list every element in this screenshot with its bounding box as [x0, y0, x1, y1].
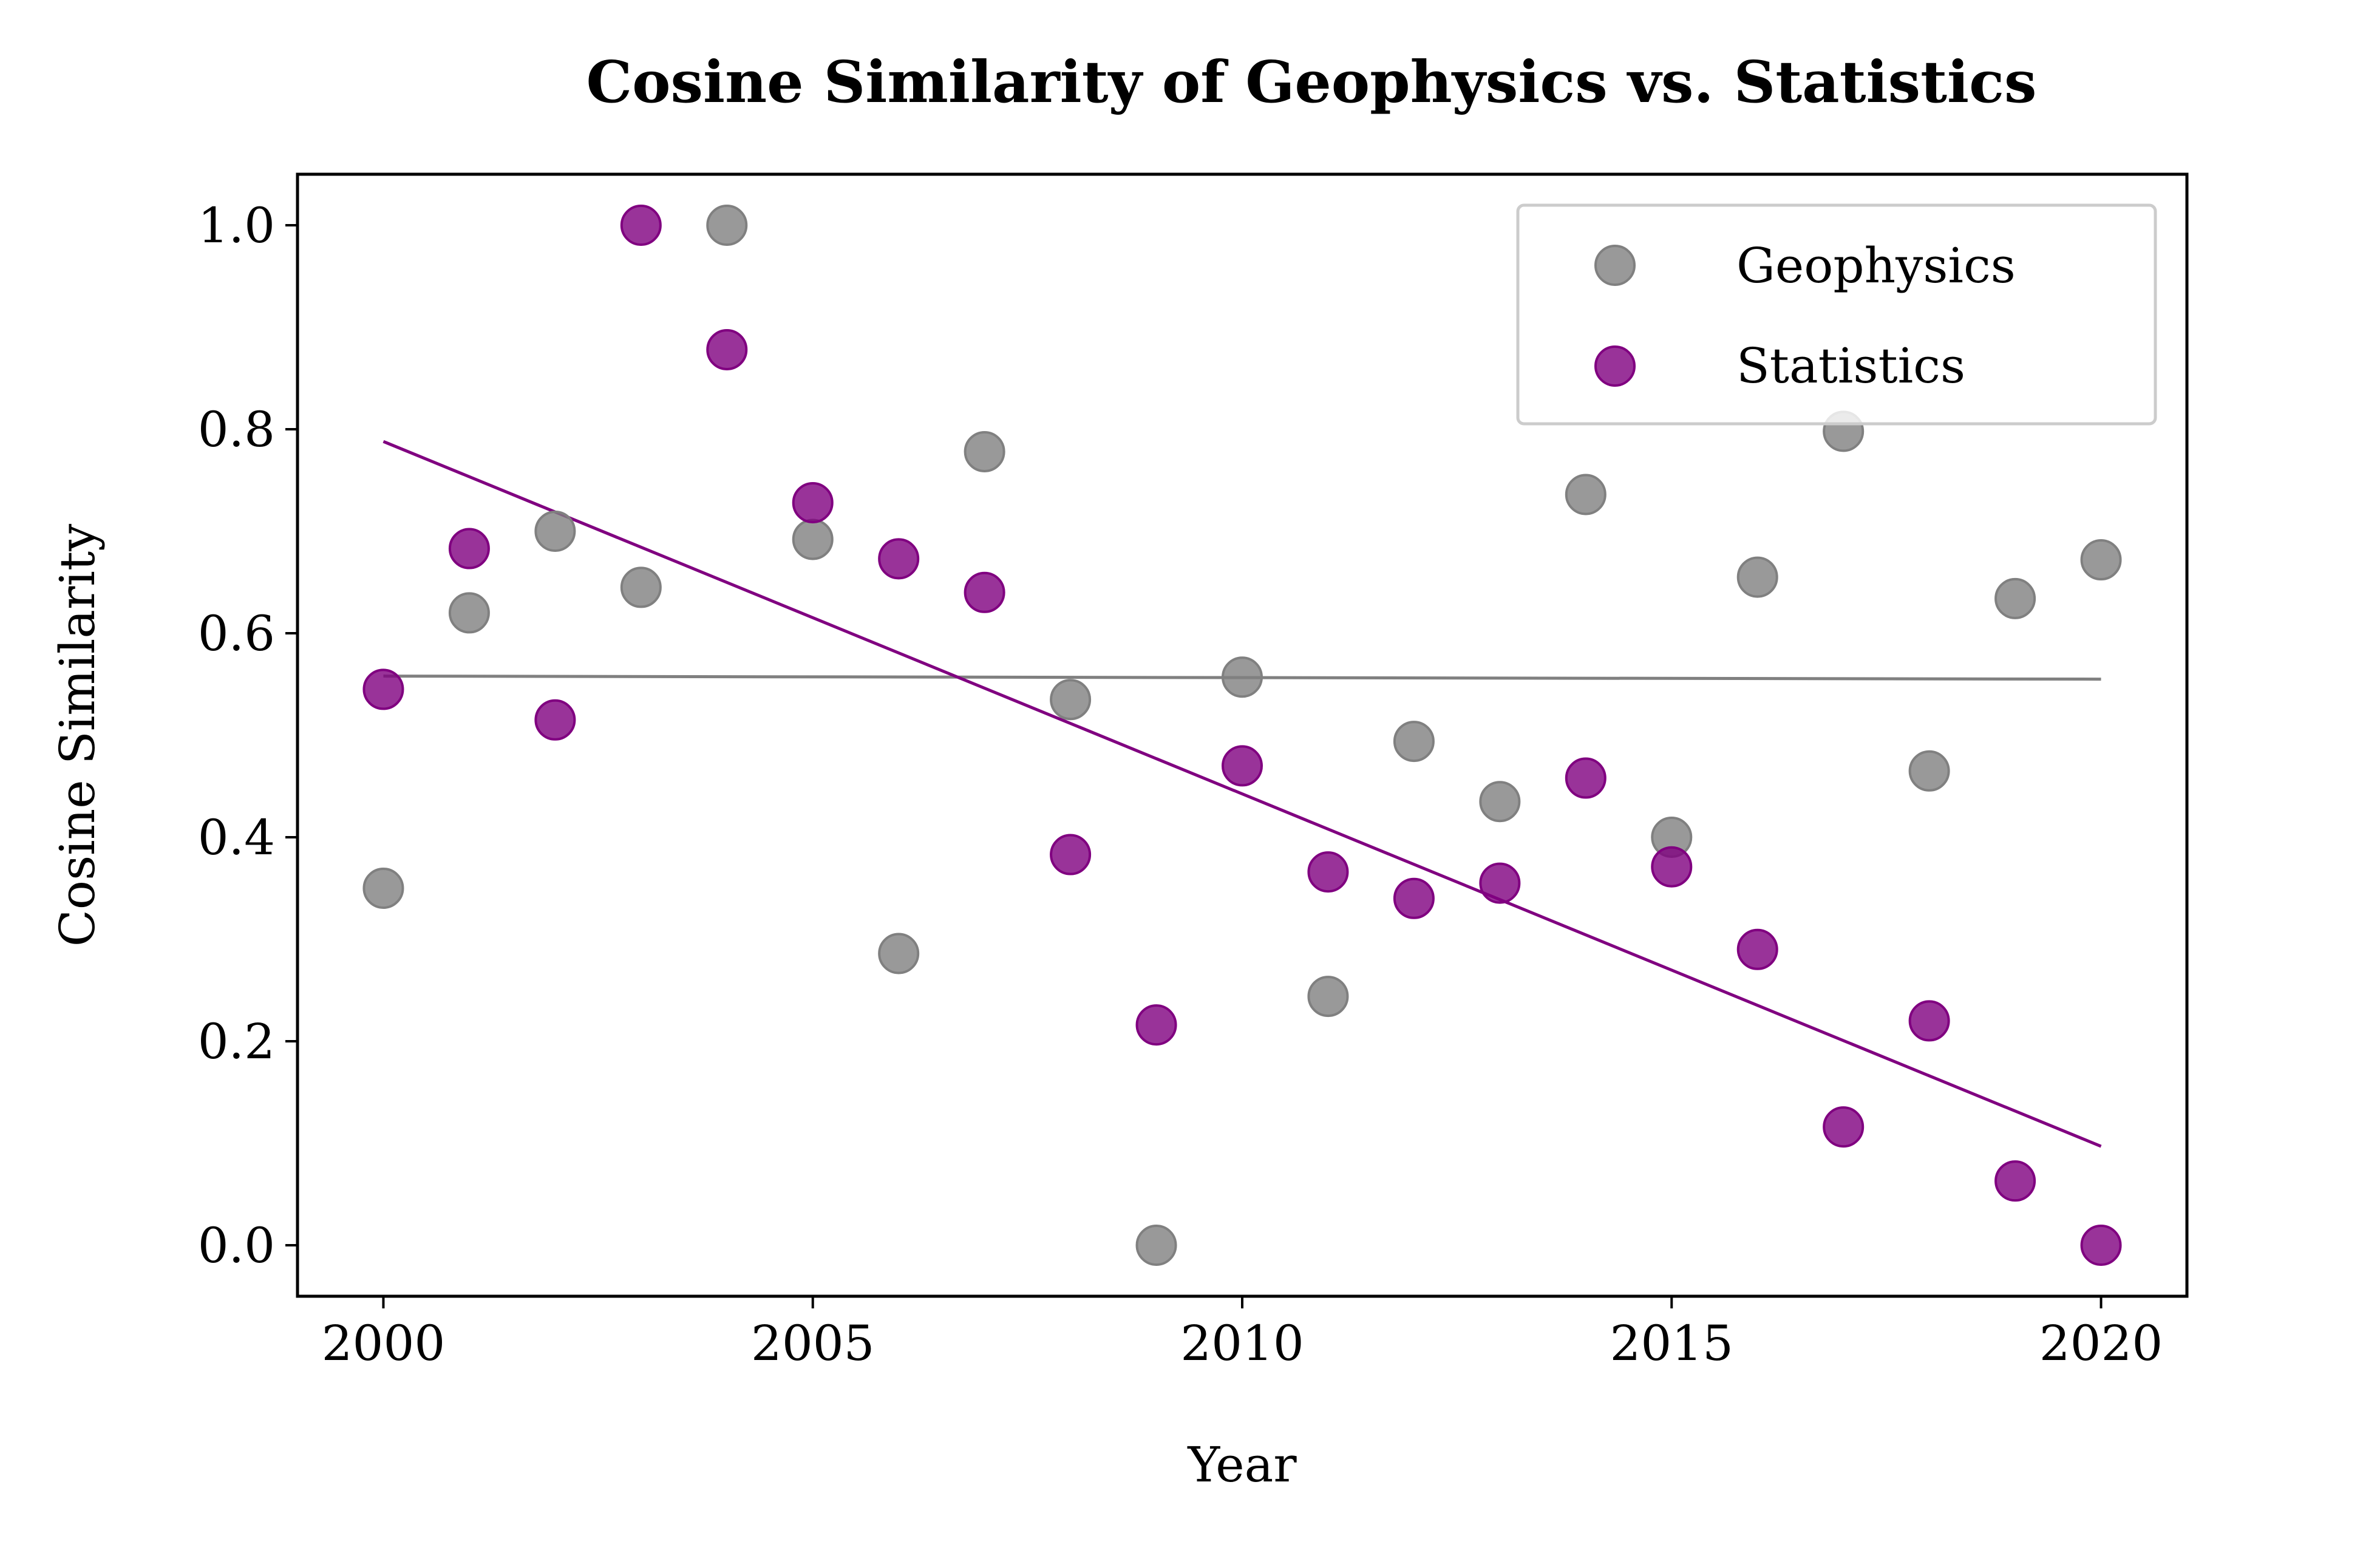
data-point-statistics — [1736, 928, 1778, 970]
data-point-statistics — [1908, 1000, 1950, 1042]
plot-area — [362, 205, 2122, 1266]
legend-label-statistics: Statistics — [1736, 338, 1965, 394]
x-tick-label: 2005 — [751, 1315, 875, 1372]
data-point-geophysics — [1736, 556, 1778, 598]
data-point-geophysics — [620, 566, 662, 608]
x-tick-label: 2010 — [1180, 1315, 1304, 1372]
data-point-statistics — [878, 538, 920, 580]
data-point-geophysics — [362, 868, 404, 909]
data-point-geophysics — [1307, 976, 1349, 1018]
data-point-statistics — [1823, 1106, 1865, 1148]
data-point-geophysics — [448, 592, 490, 634]
data-point-statistics — [1994, 1160, 2036, 1202]
data-point-statistics — [362, 668, 404, 710]
x-axis-label: Year — [1187, 1436, 1297, 1493]
data-point-geophysics — [964, 430, 1005, 472]
series-statistics — [362, 205, 2122, 1266]
y-tick-label: 0.4 — [198, 809, 275, 866]
data-point-geophysics — [1565, 474, 1606, 515]
x-tick-label: 2000 — [322, 1315, 446, 1372]
data-point-statistics — [1565, 757, 1606, 799]
data-point-geophysics — [792, 518, 834, 560]
data-point-geophysics — [878, 933, 920, 974]
data-point-geophysics — [1135, 1225, 1177, 1266]
legend-box — [1516, 203, 2157, 426]
y-tick-label: 0.6 — [198, 605, 275, 662]
legend: Geophysics Statistics — [1516, 203, 2157, 426]
data-point-statistics — [534, 699, 576, 741]
data-point-geophysics — [1479, 781, 1521, 823]
y-tick-label: 1.0 — [198, 197, 275, 254]
data-point-statistics — [964, 571, 1005, 613]
x-tick-label: 2015 — [1610, 1315, 1733, 1372]
data-point-geophysics — [2080, 539, 2122, 581]
data-point-statistics — [1135, 1004, 1177, 1046]
data-point-statistics — [706, 328, 748, 370]
y-tick-label: 0.0 — [198, 1217, 275, 1274]
data-point-statistics — [1393, 877, 1435, 919]
legend-label-geophysics: Geophysics — [1736, 237, 2016, 294]
y-axis-ticks: 0.0 0.2 0.4 0.6 0.8 1.0 — [198, 197, 298, 1274]
data-point-statistics — [1651, 846, 1693, 888]
data-point-geophysics — [1222, 656, 1263, 698]
data-point-statistics — [448, 528, 490, 570]
data-point-statistics — [1222, 745, 1263, 787]
data-point-statistics — [1479, 862, 1521, 904]
legend-marker-statistics — [1594, 345, 1636, 387]
data-point-statistics — [1050, 834, 1092, 875]
data-point-statistics — [620, 205, 662, 246]
data-point-statistics — [792, 481, 834, 523]
y-axis-label: Cosine Similarity — [49, 524, 106, 947]
series-geophysics — [362, 205, 2122, 1266]
y-tick-label: 0.2 — [198, 1013, 275, 1070]
y-tick-label: 0.8 — [198, 401, 275, 458]
data-point-statistics — [2080, 1225, 2122, 1266]
data-point-geophysics — [1908, 750, 1950, 792]
trendline-statistics — [382, 440, 2102, 1148]
x-axis-ticks: 2000 2005 2010 2015 2020 — [322, 1296, 2163, 1372]
data-point-geophysics — [1050, 679, 1092, 721]
data-point-geophysics — [706, 205, 748, 246]
legend-marker-geophysics — [1594, 245, 1636, 286]
data-point-statistics — [1307, 851, 1349, 893]
data-point-geophysics — [1393, 721, 1435, 763]
x-tick-label: 2020 — [2039, 1315, 2163, 1372]
data-point-geophysics — [1994, 577, 2036, 619]
chart-title: Cosine Similarity of Geophysics vs. Stat… — [586, 49, 2037, 116]
data-point-geophysics — [534, 511, 576, 552]
